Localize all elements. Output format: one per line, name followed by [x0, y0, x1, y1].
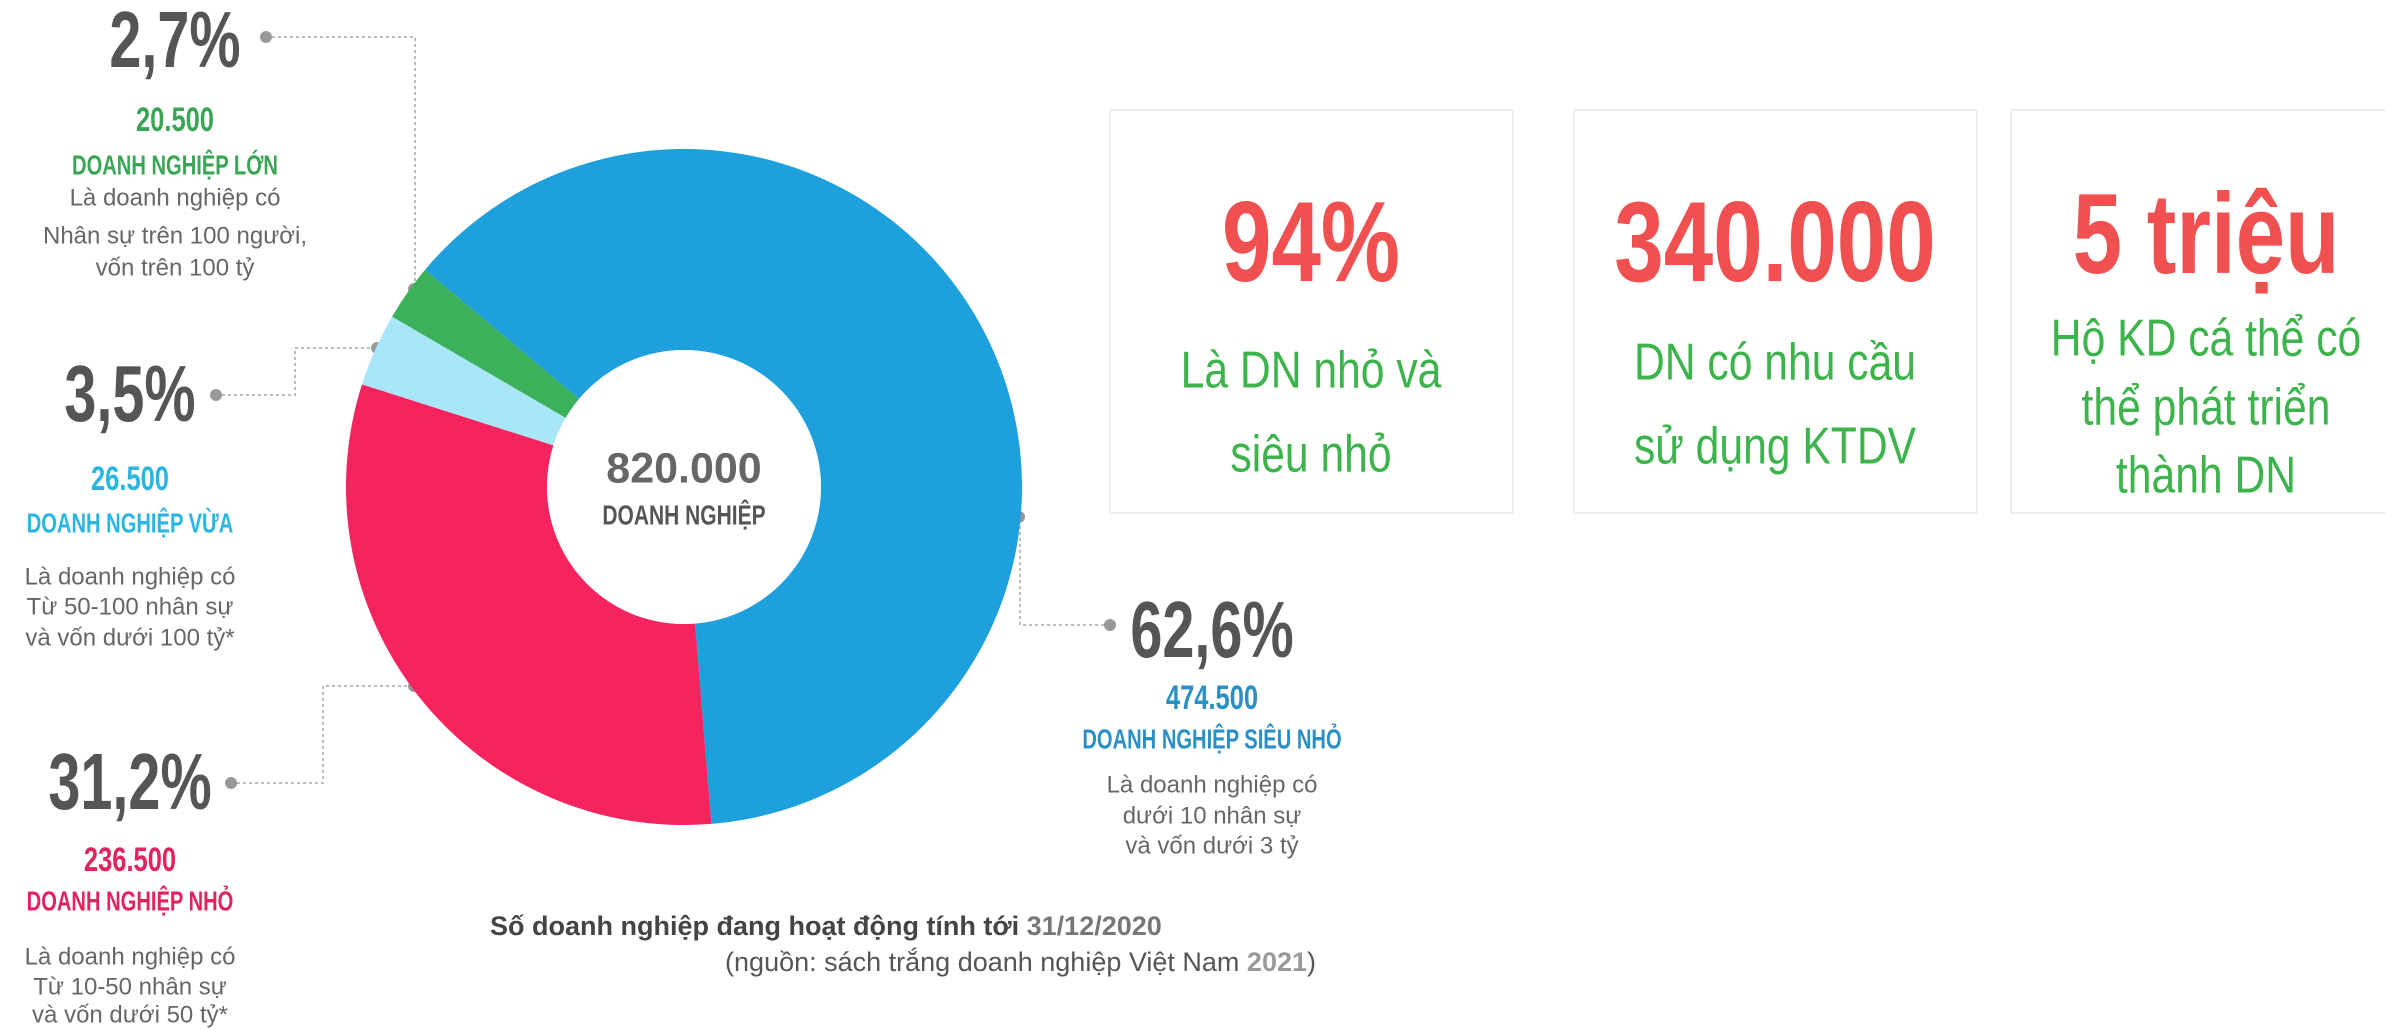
card-text: thành DN: [2116, 447, 2296, 505]
donut-segment: [392, 269, 580, 418]
donut-segment: [425, 148, 1022, 824]
count-label: 236.500: [84, 842, 176, 879]
card: [1109, 109, 1514, 514]
donut-segment: [361, 316, 566, 446]
caption-text: (nguồn: sách trắng doanh nghiệp Việt Nam: [725, 946, 1239, 977]
card-text: DN có nhu cầu: [1634, 334, 1916, 392]
caption: Số doanh nghiệp đang hoạt động tính tới …: [490, 911, 1162, 941]
center-value: 820.000: [606, 444, 761, 492]
description: và vốn dưới 3 tỷ: [1125, 832, 1298, 859]
caption: (nguồn: sách trắng doanh nghiệp Việt Nam…: [725, 946, 1316, 977]
dot: [210, 389, 222, 401]
count-label: 26.500: [91, 461, 169, 498]
legend-label: DOANH NGHIỆP LỚN: [72, 149, 278, 181]
description: và vốn dưới 50 tỷ*: [32, 1001, 228, 1028]
count-label: 474.500: [1166, 680, 1258, 717]
description: Từ 50-100 nhân sự: [27, 593, 234, 620]
description: và vốn dưới 100 tỷ*: [25, 624, 234, 651]
dot: [260, 31, 272, 43]
value-label: 62,6%: [1130, 585, 1293, 675]
card-text: siêu nhỏ: [1230, 426, 1391, 484]
card-value: 94%: [1222, 177, 1400, 305]
description: dưới 10 nhân sự: [1123, 802, 1302, 829]
legend-label: DOANH NGHIỆP NHỎ: [27, 884, 234, 917]
description: Là doanh nghiệp có: [25, 563, 236, 590]
card-value: 5 triệu: [2073, 169, 2340, 297]
card-text: sử dụng KTDV: [1634, 418, 1916, 476]
connector: [266, 36, 416, 289]
caption-date: 31/12/2020: [1027, 911, 1162, 941]
card: [2010, 109, 2385, 514]
card-text: Hộ KD cá thể có: [2051, 310, 2361, 368]
count-label: 20.500: [136, 102, 214, 139]
value-label: 2,7%: [109, 0, 240, 84]
value-label: 31,2%: [48, 737, 211, 827]
card-text: Là DN nhỏ và: [1181, 342, 1442, 400]
donut-hole: [547, 350, 821, 624]
dot: [1104, 619, 1116, 631]
description: Là doanh nghiệp có: [1107, 771, 1318, 798]
dot: [225, 777, 237, 789]
caption-year: 2021: [1247, 947, 1307, 977]
connector: [216, 347, 377, 396]
legend-label: DOANH NGHIỆP VỪA: [27, 507, 234, 539]
connector: [1019, 517, 1110, 626]
description: Nhân sự trên 100 người,: [43, 222, 307, 249]
legend-label: DOANH NGHIỆP SIÊU NHỎ: [1082, 722, 1341, 755]
description: Từ 10-50 nhân sự: [33, 973, 227, 1000]
value-label: 3,5%: [64, 349, 195, 439]
card-value: 340.000: [1614, 177, 1935, 305]
card-text: thể phát triển: [2082, 379, 2331, 437]
connector: [231, 685, 414, 784]
description: Là doanh nghiệp có: [70, 184, 281, 211]
card: [1573, 109, 1978, 514]
connectors: [216, 36, 1110, 784]
donut-segment: [346, 384, 712, 825]
description: vốn trên 100 tỷ: [96, 254, 255, 281]
description: Là doanh nghiệp có: [25, 943, 236, 970]
caption-text: ): [1307, 947, 1316, 977]
caption-text: Số doanh nghiệp đang hoạt động tính tới: [490, 911, 1019, 941]
center-label: DOANH NGHIỆP: [602, 499, 765, 531]
cards: [1109, 109, 2385, 514]
